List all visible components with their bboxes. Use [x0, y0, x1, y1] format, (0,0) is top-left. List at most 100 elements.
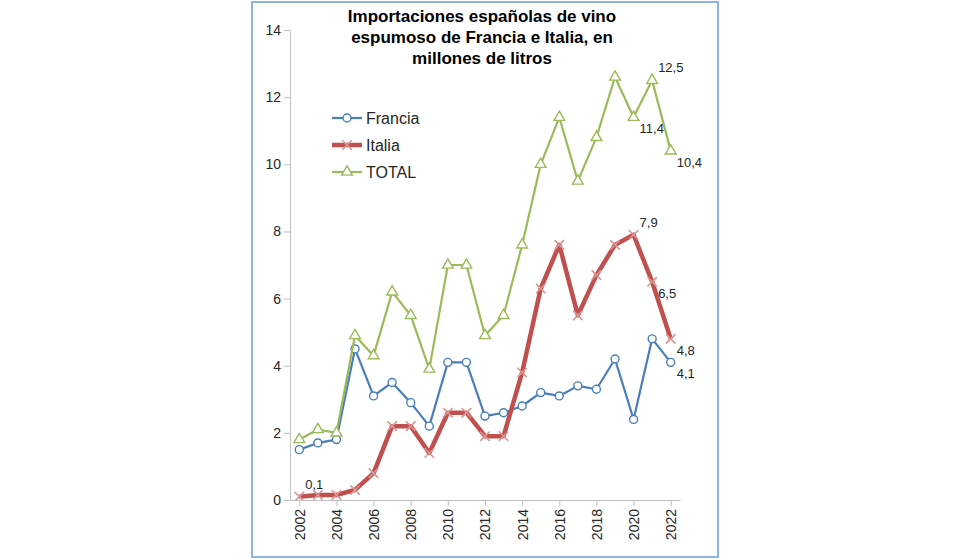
- chart-title: Importaciones españolas de vinoespumoso …: [348, 7, 616, 68]
- point-marker: [331, 427, 342, 436]
- point-marker: [407, 399, 415, 407]
- x-tick-label: 2008: [403, 509, 419, 540]
- legend-label: TOTAL: [366, 164, 416, 181]
- data-label: 7,9: [640, 215, 658, 230]
- point-marker: [554, 111, 565, 120]
- point-marker: [444, 358, 452, 366]
- point-marker: [647, 74, 658, 83]
- point-marker: [462, 408, 471, 417]
- y-axis: 0 2 4 6 8 10 12 14: [265, 22, 290, 508]
- series-line: [299, 77, 670, 440]
- point-marker: [425, 448, 434, 457]
- chart-frame: [252, 2, 718, 557]
- x-tick-mark: [299, 500, 300, 506]
- data-label: 0,1: [305, 477, 323, 492]
- y-tick: 8: [273, 223, 290, 239]
- x-tick-label: 2010: [440, 509, 456, 540]
- y-tick: 2: [273, 425, 290, 441]
- point-marker: [295, 446, 303, 454]
- point-marker: [424, 363, 435, 372]
- x-tick-mark: [374, 500, 375, 506]
- point-marker: [443, 408, 452, 417]
- y-tick-mark: [284, 299, 290, 300]
- title-line: Importaciones españolas de vino: [348, 7, 616, 26]
- legend: FranciaItaliaTOTAL: [332, 110, 419, 181]
- y-tick-label: 4: [273, 358, 281, 374]
- x-tick: 2018: [589, 500, 605, 540]
- x-tick-label: 2002: [292, 509, 308, 540]
- data-label: 4,8: [677, 343, 695, 358]
- point-marker: [442, 259, 453, 268]
- y-tick: 14: [265, 22, 290, 38]
- point-marker: [574, 382, 582, 390]
- y-tick-label: 0: [273, 492, 281, 508]
- point-marker: [592, 385, 600, 393]
- x-tick: 2004: [329, 500, 345, 540]
- y-axis-line: [290, 31, 291, 501]
- x-tick-label: 2020: [626, 509, 642, 540]
- point-marker: [591, 131, 602, 140]
- y-tick-mark: [284, 97, 290, 98]
- data-label: 4,1: [677, 366, 695, 381]
- x-tick-label: 2018: [589, 509, 605, 540]
- chart: 0 2 4 6 8 10 12 142002 2004 2006 2008 2010 2 0 12 2014 2…: [0, 0, 980, 560]
- point-marker: [518, 402, 526, 410]
- x-tick-mark: [411, 500, 412, 506]
- point-marker: [312, 423, 323, 432]
- point-marker: [517, 368, 526, 377]
- x-tick-label: 2004: [329, 509, 345, 540]
- y-tick-mark: [284, 433, 290, 434]
- y-tick: 6: [273, 291, 290, 307]
- data-label: 10,4: [677, 155, 702, 170]
- point-marker: [629, 230, 638, 239]
- x-tick-label: 2014: [515, 509, 531, 540]
- point-marker: [425, 422, 433, 430]
- x-tick-label: 2022: [663, 509, 679, 540]
- x-tick-mark: [522, 500, 523, 506]
- point-marker: [555, 240, 564, 249]
- point-marker: [610, 71, 621, 80]
- x-tick-label: 2006: [366, 509, 382, 540]
- point-marker: [295, 492, 304, 500]
- y-tick-label: 10: [265, 156, 281, 172]
- point-marker: [537, 389, 545, 397]
- point-marker: [350, 485, 359, 494]
- point-marker: [405, 309, 416, 318]
- point-marker: [350, 329, 361, 338]
- x-tick-mark: [559, 500, 560, 506]
- point-marker: [630, 415, 638, 423]
- legend-label: Italia: [366, 137, 400, 154]
- point-marker: [665, 145, 676, 154]
- y-tick-label: 8: [273, 223, 281, 239]
- point-marker: [611, 355, 619, 363]
- point-marker: [536, 284, 545, 293]
- point-marker: [499, 431, 508, 440]
- y-tick-label: 12: [265, 89, 281, 105]
- x-tick: 2010: [440, 500, 456, 540]
- data-label: 11,4: [640, 121, 664, 136]
- point-marker: [406, 421, 415, 430]
- point-marker: [666, 334, 675, 343]
- point-marker: [517, 239, 528, 248]
- point-marker: [369, 468, 378, 477]
- legend-item: TOTAL: [332, 164, 416, 181]
- y-tick: 10: [265, 156, 290, 172]
- y-tick-label: 14: [265, 22, 281, 38]
- x-tick-mark: [596, 500, 597, 506]
- point-marker: [294, 433, 305, 442]
- point-marker: [628, 111, 639, 120]
- x-tick-mark: [634, 500, 635, 506]
- point-marker: [462, 358, 470, 366]
- y-tick-label: 2: [273, 425, 281, 441]
- point-marker: [572, 175, 583, 184]
- legend-marker: [342, 166, 353, 175]
- point-marker: [388, 379, 396, 387]
- point-marker: [480, 329, 491, 338]
- point-marker: [387, 421, 396, 430]
- x-tick-label: 2016: [552, 509, 568, 540]
- legend-marker: [343, 114, 351, 122]
- x-tick: 2020: [626, 500, 642, 540]
- y-tick-mark: [284, 164, 290, 165]
- point-marker: [500, 409, 508, 417]
- x-tick: 2016: [552, 500, 568, 540]
